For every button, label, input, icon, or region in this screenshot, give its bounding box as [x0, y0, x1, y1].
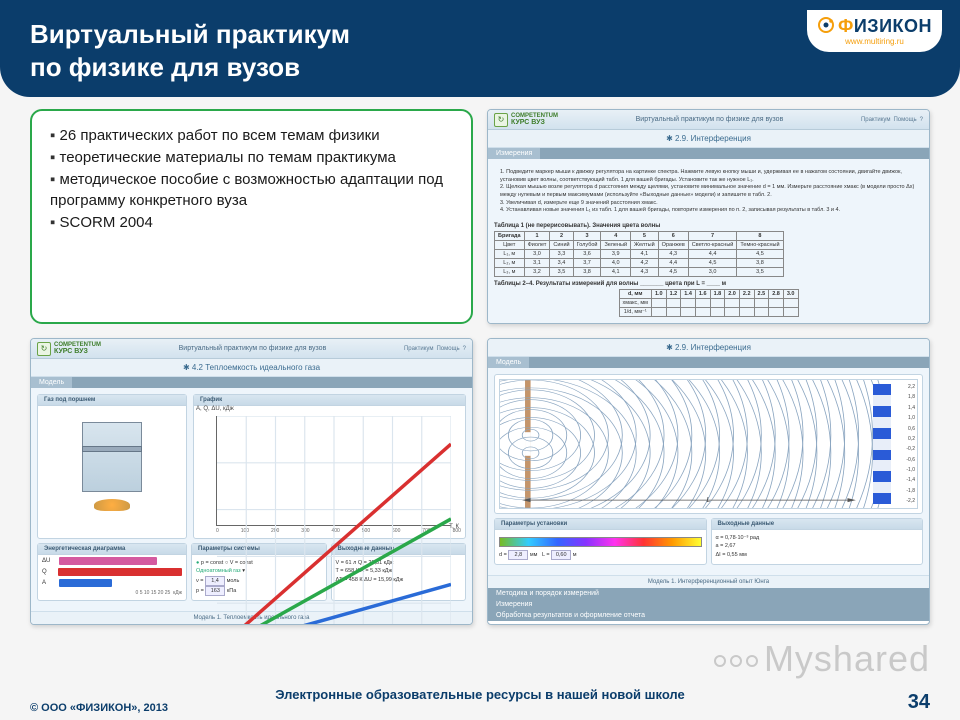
scale: 2,21,81,41,00,60,2-0,2-0,6-1,0-1,4-1,8-2… — [893, 384, 915, 504]
help-icon[interactable]: ? — [463, 346, 466, 352]
spectrum-slider[interactable] — [499, 537, 702, 547]
help-icon[interactable]: ? — [920, 117, 923, 123]
chart-xlabel: T, К — [449, 524, 459, 530]
model-caption: Модель 1. Интерференционный опыт Юнга — [488, 575, 929, 588]
app-brand: ↻ COMPETENTUMКУРС ВУЗ — [494, 113, 558, 127]
slide-footer: © ООО «ФИЗИКОН», 2013 Электронные образо… — [0, 681, 960, 720]
tab-model[interactable]: Модель — [488, 357, 529, 368]
d-input[interactable]: 2,8 — [508, 550, 528, 560]
lesson-title: ✱ 2.9. Интерференция — [488, 130, 929, 148]
panel-setup-params: Параметры установки d = 2,8 мм L = 0,60 … — [494, 518, 707, 565]
logo: ФИЗИКОН www.multiring.ru — [807, 10, 942, 52]
feature-bullets: 26 практических работ по всем темам физи… — [30, 109, 473, 324]
page-number: 34 — [908, 691, 930, 714]
slide-title: Виртуальный практикум по физике для вузо… — [30, 18, 930, 83]
fringe-pattern — [873, 384, 891, 504]
logo-icon — [817, 16, 835, 39]
line-chart — [216, 416, 451, 526]
lesson-title: ✱ 2.9. Интерференция — [488, 339, 929, 357]
watermark: Myshared — [714, 638, 930, 680]
panel-energy-diagram: Энергетическая диаграмма ΔUQA0 5 10 15 2… — [37, 543, 187, 601]
output-values: α = 0,78·10⁻³ рад a = 2,67 ΔI = 0,55 мм — [712, 530, 923, 563]
footer-title: Электронные образовательные ресурсы в на… — [275, 687, 685, 702]
app-help-links[interactable]: ПрактикумПомощь? — [404, 346, 466, 352]
screenshot-gas-heat-capacity: ↻ COMPETENTUMКУРС ВУЗ Виртуальный практи… — [30, 338, 473, 625]
tab-measurements[interactable]: Измерения — [488, 599, 929, 610]
bullet: SCORM 2004 — [50, 212, 453, 234]
lesson-title: ✱ 4.2 Теплоемкость идеального газа — [31, 359, 472, 377]
bullet: теоретические материалы по темам практик… — [50, 147, 453, 169]
interference-diagram: 2,21,81,41,00,60,2-0,2-0,6-1,0-1,4-1,8-2… — [499, 379, 918, 509]
bullet: 26 практических работ по всем темам физи… — [50, 125, 453, 147]
app-brand: ↻ COMPETENTUMКУРС ВУЗ — [37, 342, 101, 356]
table1: Бригада12345678ЦветФиолетСинийГолубойЗел… — [494, 231, 784, 277]
tab-methodology[interactable]: Методика и порядок измерений — [488, 588, 929, 599]
logo-text: ФИЗИКОН — [838, 16, 932, 36]
L-label: L — [707, 497, 711, 504]
instructions: Подведите маркер мыши к движку регулятор… — [494, 165, 923, 219]
gas-container-diagram — [72, 416, 152, 511]
bullet: методическое пособие с возможностью адап… — [50, 169, 453, 213]
chart-ylabel: A, Q, ΔU, кДж — [196, 406, 234, 412]
app-title: Виртуальный практикум по физике для вузо… — [105, 345, 400, 352]
tab-measurements[interactable]: Измерения — [488, 148, 540, 159]
L-input[interactable]: 0,60 — [551, 550, 571, 560]
copyright: © ООО «ФИЗИКОН», 2013 — [30, 702, 168, 714]
tab-results[interactable]: Обработка результатов и оформление отчет… — [488, 610, 929, 621]
panel-chart: График A, Q, ΔU, кДж T, К 01002003004005… — [193, 394, 466, 539]
app-help-links[interactable]: ПрактикумПомощь? — [861, 117, 923, 123]
app-title: Виртуальный практикум по физике для вузо… — [562, 116, 857, 123]
slide-header: Виртуальный практикум по физике для вузо… — [0, 0, 960, 97]
panel-gas-under-piston: Газ под поршнем — [37, 394, 187, 539]
screenshot-interference-model: ✱ 2.9. Интерференция Модель 2,21,81,41,0… — [487, 338, 930, 625]
panel-output-data: Выходные данные α = 0,78·10⁻³ рад a = 2,… — [711, 518, 924, 565]
burner-icon — [94, 499, 130, 511]
table2: d, мм1.01.21.41.61.82.02.22.52.83.0xмакс… — [619, 289, 799, 317]
tab-model[interactable]: Модель — [31, 377, 72, 388]
table1-caption: Таблица 1 (не перерисовывать). Значения … — [494, 223, 923, 229]
table2-caption: Таблицы 2–4. Результаты измерений для во… — [494, 281, 923, 287]
screenshot-interference-table: ↻ COMPETENTUMКУРС ВУЗ Виртуальный практи… — [487, 109, 930, 324]
